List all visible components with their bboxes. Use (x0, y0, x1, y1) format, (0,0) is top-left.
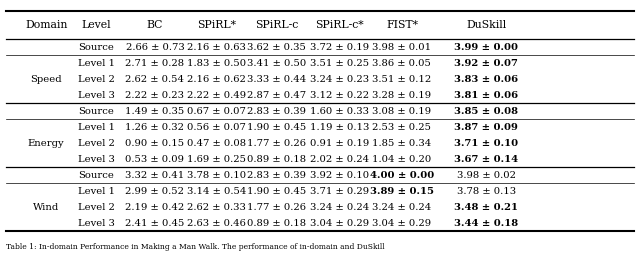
Text: 3.24 ± 0.23: 3.24 ± 0.23 (310, 75, 369, 84)
Text: 3.33 ± 0.44: 3.33 ± 0.44 (247, 75, 306, 84)
Text: 2.62 ± 0.33: 2.62 ± 0.33 (187, 203, 246, 212)
Text: 0.47 ± 0.08: 0.47 ± 0.08 (187, 139, 246, 148)
Text: 1.77 ± 0.26: 1.77 ± 0.26 (247, 203, 306, 212)
Text: Energy: Energy (28, 139, 65, 148)
Text: 2.53 ± 0.25: 2.53 ± 0.25 (372, 123, 431, 132)
Text: 1.26 ± 0.32: 1.26 ± 0.32 (125, 123, 184, 132)
Text: 2.16 ± 0.63: 2.16 ± 0.63 (187, 43, 246, 52)
Text: Level 3: Level 3 (77, 155, 115, 164)
Text: 1.83 ± 0.50: 1.83 ± 0.50 (187, 59, 246, 68)
Text: 3.28 ± 0.19: 3.28 ± 0.19 (372, 91, 431, 100)
Text: 3.92 ± 0.07: 3.92 ± 0.07 (454, 59, 518, 68)
Text: 3.85 ± 0.08: 3.85 ± 0.08 (454, 107, 518, 116)
Text: SPiRL*: SPiRL* (197, 20, 236, 30)
Text: 1.77 ± 0.26: 1.77 ± 0.26 (247, 139, 306, 148)
Text: SPiRL-c: SPiRL-c (255, 20, 298, 30)
Text: 2.99 ± 0.52: 2.99 ± 0.52 (125, 187, 184, 196)
Text: 3.78 ± 0.10: 3.78 ± 0.10 (187, 171, 246, 180)
Text: BC: BC (147, 20, 163, 30)
Text: 3.24 ± 0.24: 3.24 ± 0.24 (372, 203, 431, 212)
Text: Speed: Speed (30, 75, 62, 84)
Text: 3.44 ± 0.18: 3.44 ± 0.18 (454, 219, 518, 228)
Text: Domain: Domain (25, 20, 67, 30)
Text: 2.02 ± 0.24: 2.02 ± 0.24 (310, 155, 369, 164)
Text: 3.04 ± 0.29: 3.04 ± 0.29 (372, 219, 431, 228)
Text: 3.71 ± 0.29: 3.71 ± 0.29 (310, 187, 369, 196)
Text: 3.62 ± 0.35: 3.62 ± 0.35 (247, 43, 306, 52)
Text: Table 1: In-domain Performance in Making a Man Walk. The performance of in-domai: Table 1: In-domain Performance in Making… (6, 243, 385, 251)
Text: Level 2: Level 2 (77, 203, 115, 212)
Text: 3.92 ± 0.10: 3.92 ± 0.10 (310, 171, 369, 180)
Text: 3.08 ± 0.19: 3.08 ± 0.19 (372, 107, 431, 116)
Text: Level 1: Level 1 (77, 59, 115, 68)
Text: 3.67 ± 0.14: 3.67 ± 0.14 (454, 155, 518, 164)
Text: 3.48 ± 0.21: 3.48 ± 0.21 (454, 203, 518, 212)
Text: 1.19 ± 0.13: 1.19 ± 0.13 (310, 123, 369, 132)
Text: 3.72 ± 0.19: 3.72 ± 0.19 (310, 43, 369, 52)
Text: Level 3: Level 3 (77, 219, 115, 228)
Text: Level 3: Level 3 (77, 91, 115, 100)
Text: 2.41 ± 0.45: 2.41 ± 0.45 (125, 219, 184, 228)
Text: 2.83 ± 0.39: 2.83 ± 0.39 (247, 107, 306, 116)
Text: 3.51 ± 0.12: 3.51 ± 0.12 (372, 75, 431, 84)
Text: Level 2: Level 2 (77, 139, 115, 148)
Text: 0.56 ± 0.07: 0.56 ± 0.07 (187, 123, 246, 132)
Text: 2.22 ± 0.49: 2.22 ± 0.49 (187, 91, 246, 100)
Text: 2.19 ± 0.42: 2.19 ± 0.42 (125, 203, 184, 212)
Text: 3.86 ± 0.05: 3.86 ± 0.05 (372, 59, 431, 68)
Text: 3.14 ± 0.54: 3.14 ± 0.54 (187, 187, 246, 196)
Text: 1.04 ± 0.20: 1.04 ± 0.20 (372, 155, 431, 164)
Text: 1.90 ± 0.45: 1.90 ± 0.45 (247, 123, 306, 132)
Text: 1.69 ± 0.25: 1.69 ± 0.25 (187, 155, 246, 164)
Text: 3.81 ± 0.06: 3.81 ± 0.06 (454, 91, 518, 100)
Text: 3.78 ± 0.13: 3.78 ± 0.13 (457, 187, 516, 196)
Text: SPiRL-c*: SPiRL-c* (315, 20, 364, 30)
Text: 2.22 ± 0.23: 2.22 ± 0.23 (125, 91, 184, 100)
Text: 3.98 ± 0.02: 3.98 ± 0.02 (457, 171, 516, 180)
Text: 2.83 ± 0.39: 2.83 ± 0.39 (247, 171, 306, 180)
Text: 3.98 ± 0.01: 3.98 ± 0.01 (372, 43, 431, 52)
Text: 1.85 ± 0.34: 1.85 ± 0.34 (372, 139, 431, 148)
Text: Level: Level (81, 20, 111, 30)
Text: 3.51 ± 0.25: 3.51 ± 0.25 (310, 59, 369, 68)
Text: DuSkill: DuSkill (467, 20, 506, 30)
Text: 2.66 ± 0.73: 2.66 ± 0.73 (125, 43, 184, 52)
Text: Source: Source (78, 43, 114, 52)
Text: 1.60 ± 0.33: 1.60 ± 0.33 (310, 107, 369, 116)
Text: 2.16 ± 0.62: 2.16 ± 0.62 (187, 75, 246, 84)
Text: 4.00 ± 0.00: 4.00 ± 0.00 (370, 171, 434, 180)
Text: 3.32 ± 0.41: 3.32 ± 0.41 (125, 171, 184, 180)
Text: 2.71 ± 0.28: 2.71 ± 0.28 (125, 59, 184, 68)
Text: 0.91 ± 0.19: 0.91 ± 0.19 (310, 139, 369, 148)
Text: Source: Source (78, 107, 114, 116)
Text: 0.90 ± 0.15: 0.90 ± 0.15 (125, 139, 184, 148)
Text: 0.67 ± 0.07: 0.67 ± 0.07 (187, 107, 246, 116)
Text: 0.89 ± 0.18: 0.89 ± 0.18 (247, 219, 306, 228)
Text: 0.53 ± 0.09: 0.53 ± 0.09 (125, 155, 184, 164)
Text: 0.89 ± 0.18: 0.89 ± 0.18 (247, 155, 306, 164)
Text: 3.04 ± 0.29: 3.04 ± 0.29 (310, 219, 369, 228)
Text: 2.63 ± 0.46: 2.63 ± 0.46 (187, 219, 246, 228)
Text: 3.12 ± 0.22: 3.12 ± 0.22 (310, 91, 369, 100)
Text: 3.24 ± 0.24: 3.24 ± 0.24 (310, 203, 369, 212)
Text: Wind: Wind (33, 203, 60, 212)
Text: 2.87 ± 0.47: 2.87 ± 0.47 (247, 91, 306, 100)
Text: 3.41 ± 0.50: 3.41 ± 0.50 (247, 59, 306, 68)
Text: Source: Source (78, 171, 114, 180)
Text: Level 1: Level 1 (77, 187, 115, 196)
Text: Level 1: Level 1 (77, 123, 115, 132)
Text: 3.87 ± 0.09: 3.87 ± 0.09 (454, 123, 518, 132)
Text: 3.71 ± 0.10: 3.71 ± 0.10 (454, 139, 518, 148)
Text: 3.89 ± 0.15: 3.89 ± 0.15 (370, 187, 434, 196)
Text: 3.83 ± 0.06: 3.83 ± 0.06 (454, 75, 518, 84)
Text: Level 2: Level 2 (77, 75, 115, 84)
Text: 2.62 ± 0.54: 2.62 ± 0.54 (125, 75, 184, 84)
Text: 1.90 ± 0.45: 1.90 ± 0.45 (247, 187, 306, 196)
Text: 3.99 ± 0.00: 3.99 ± 0.00 (454, 43, 518, 52)
Text: 1.49 ± 0.35: 1.49 ± 0.35 (125, 107, 184, 116)
Text: FIST*: FIST* (386, 20, 418, 30)
